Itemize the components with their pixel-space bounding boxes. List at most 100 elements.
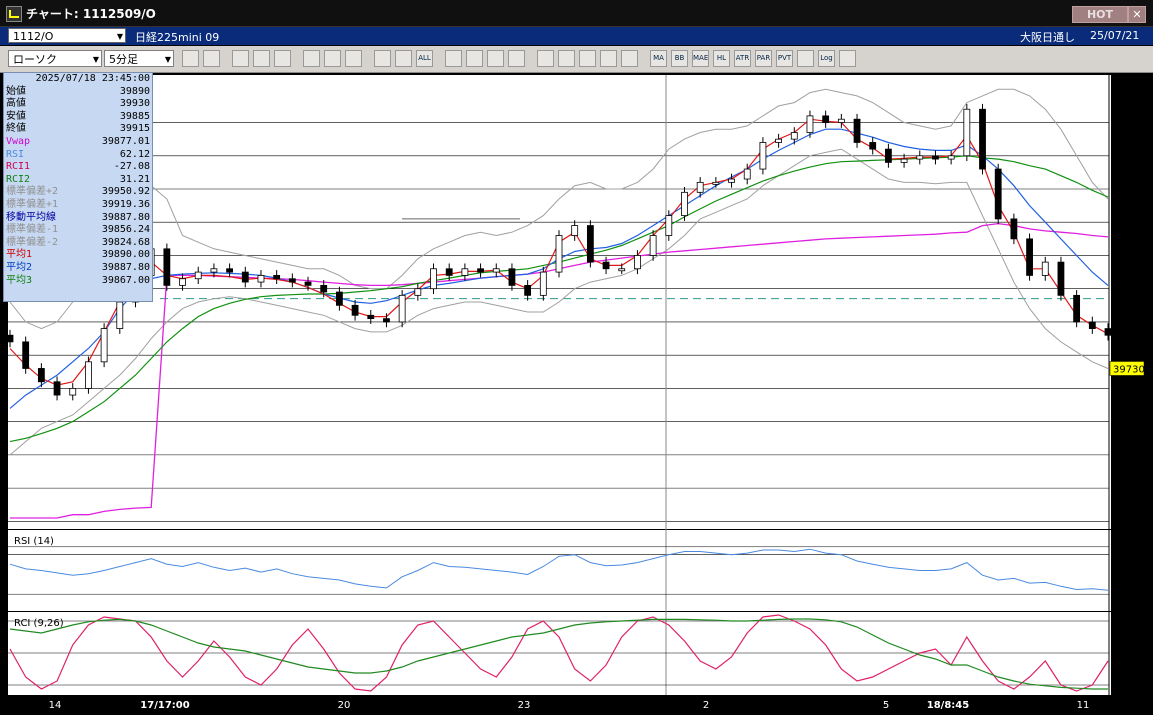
tool-zoom-button[interactable]: zoom [182, 50, 199, 67]
data-panel-value: 31.21 [119, 173, 150, 185]
data-panel-label: 標準偏差+1 [6, 198, 59, 210]
close-button[interactable]: ✕ [1128, 6, 1146, 23]
tool-draw-line-button[interactable]: draw-line [232, 50, 249, 67]
data-panel-row: RCI1 -27.08 [4, 161, 152, 174]
data-panel-value: 39887.80 [101, 261, 150, 273]
tool-compare-button[interactable]: compare [508, 50, 525, 67]
data-panel-row: 終値 39915 [4, 123, 152, 136]
data-panel-datetime: 2025/07/18 23:45:00 [35, 73, 150, 84]
tool-search-chart-button[interactable]: search-chart [466, 50, 483, 67]
data-panel-label: 安値 [6, 110, 26, 122]
tool-pvt-button[interactable]: PVT [776, 50, 793, 67]
data-panel: 2025/07/18 23:45:00 始値 39890 高値 39930 安値 3988… [3, 72, 153, 302]
tool-export-button[interactable]: export [839, 50, 856, 67]
data-panel-label: 高値 [6, 98, 26, 110]
chart-type-value: ローソク [13, 53, 57, 66]
session-label: 大阪日通し [1020, 31, 1075, 44]
data-panel-row: RSI 62.12 [4, 149, 152, 162]
rsi-tick-label: 80.00 [1113, 543, 1142, 554]
tool-crosshair-button[interactable]: crosshair [203, 50, 220, 67]
data-panel-value: 39890.00 [101, 249, 150, 261]
data-panel-value: 39824.68 [101, 236, 150, 248]
data-panel-label: RSI [6, 148, 25, 160]
tool-hl-button[interactable]: HL [713, 50, 730, 67]
data-panel-row: 移動平均線 39887.80 [4, 212, 152, 225]
data-panel-row: 標準偏差+2 39950.92 [4, 186, 152, 199]
symbol-select[interactable]: 1112/O ▼ [8, 28, 126, 43]
tool-candle-b-button[interactable]: candle-b [395, 50, 412, 67]
data-panel-row: 高値 39930 [4, 98, 152, 111]
chart-area[interactable] [8, 75, 1111, 696]
tool-palette-button[interactable]: palette [600, 50, 617, 67]
tool-atr-button[interactable]: ATR [734, 50, 751, 67]
tool-pointer-button[interactable]: pointer [274, 50, 291, 67]
tool-pan-button[interactable]: pan [253, 50, 270, 67]
data-panel-row: 平均1 39890.00 [4, 249, 152, 262]
tool-ma-button[interactable]: MA [650, 50, 667, 67]
window-title: チャート: 1112509/O [26, 7, 156, 21]
tool-trash-button[interactable]: trash [345, 50, 362, 67]
data-panel-value: 39890 [119, 85, 150, 97]
price-tick-label: 40000 [1113, 185, 1145, 196]
chart-toolbar: ローソク ▼ 5分足 ▼ zoomcrosshair draw-linepanpoin… [0, 46, 1153, 73]
hot-button[interactable]: HOT [1072, 6, 1128, 23]
data-panel-value: 39950.92 [101, 186, 150, 198]
data-panel-row: 標準偏差-2 39824.68 [4, 237, 152, 250]
data-panel-value: 39856.24 [101, 224, 150, 236]
x-axis-bar [8, 695, 1111, 715]
tool-help-button[interactable]: help [537, 50, 554, 67]
tool-indicator-button[interactable]: indicator [487, 50, 504, 67]
timeframe-value: 5分足 [109, 53, 138, 66]
data-panel-value: 39930 [119, 98, 150, 110]
data-panel-label: 始値 [6, 85, 26, 97]
tool-all-button[interactable]: ALL [416, 50, 433, 67]
price-tick-label: 39500 [1113, 517, 1145, 528]
data-panel-label: 平均3 [6, 274, 33, 286]
tool-table-view-button[interactable]: table-view [621, 50, 638, 67]
data-panel-label: RCI1 [6, 161, 31, 173]
data-panel-row: 標準偏差+1 39919.36 [4, 199, 152, 212]
data-panel-value: 39915 [119, 123, 150, 135]
tool-wrench-button[interactable]: wrench [579, 50, 596, 67]
data-panel-row: Vwap 39877.01 [4, 136, 152, 149]
tool-note-button[interactable]: note [324, 50, 341, 67]
symbol-value: 1112/O [13, 30, 54, 43]
last-price-tag [1109, 361, 1145, 376]
data-panel-label: 移動平均線 [6, 211, 56, 223]
tool-candle-a-button[interactable]: candle-a [374, 50, 391, 67]
data-panel-label: Vwap [6, 135, 31, 147]
data-panel-value: 39919.36 [101, 198, 150, 210]
tool-mae-button[interactable]: MAE [692, 50, 709, 67]
tool-bb-button[interactable]: BB [671, 50, 688, 67]
tool-grid-button[interactable]: grid [558, 50, 575, 67]
tool-par-button[interactable]: PAR [755, 50, 772, 67]
x-tick-label: 14 [49, 700, 62, 711]
data-panel-label: 終値 [6, 123, 26, 135]
data-panel-label: 平均1 [6, 249, 33, 261]
data-panel-value: 39887.80 [101, 211, 150, 223]
data-panel-label: 標準偏差+2 [6, 186, 59, 198]
chart-type-select[interactable]: ローソク ▼ [8, 50, 102, 67]
price-tick-label: 39800 [1113, 318, 1145, 329]
tool-undo-button[interactable]: undo [303, 50, 320, 67]
data-panel-label: 標準偏差-1 [6, 224, 59, 236]
rci-tick-label: 0.00 [1113, 649, 1135, 660]
data-panel-value: 39885 [119, 110, 150, 122]
data-panel-row: 安値 39885 [4, 111, 152, 124]
rci-tick-label: 80.00 [1113, 617, 1142, 628]
data-panel-row: 始値 39890 [4, 86, 152, 99]
window-titlebar: チャート: 1112509/O HOT ✕ [0, 0, 1153, 27]
data-panel-row: 平均3 39867.00 [4, 275, 152, 288]
price-tick-label: 39600 [1113, 451, 1145, 462]
data-panel-label: 平均2 [6, 261, 33, 273]
timeframe-select[interactable]: 5分足 ▼ [104, 50, 174, 67]
tool-chart-settings-button[interactable]: chart-settings [445, 50, 462, 67]
last-price-label: 39730 [1113, 364, 1145, 375]
chart-app-icon [6, 6, 22, 22]
data-panel-label: 標準偏差-2 [6, 236, 59, 248]
tool-log-button[interactable]: Log [818, 50, 835, 67]
x-tick-label: 20 [338, 700, 351, 711]
tool-frame-button[interactable]: frame [797, 50, 814, 67]
data-panel-label: RCI2 [6, 173, 31, 185]
instrument-name: 日経225mini 09 [135, 31, 220, 44]
